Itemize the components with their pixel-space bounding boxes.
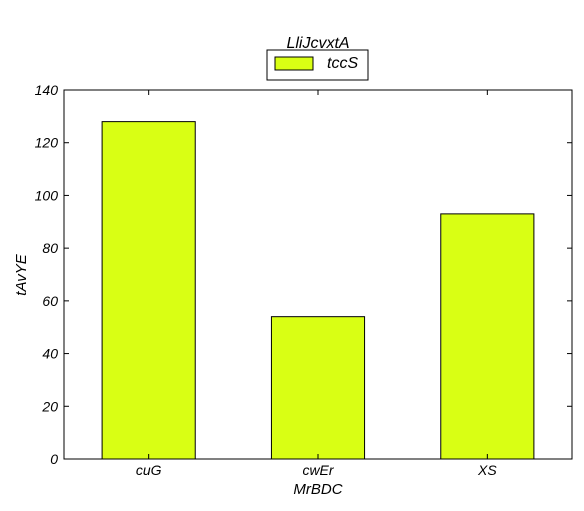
legend-swatch bbox=[274, 56, 314, 71]
chart-title: LliJcvxtA bbox=[286, 35, 349, 52]
y-tick-label: 40 bbox=[42, 346, 58, 362]
y-tick-label: 0 bbox=[50, 451, 58, 467]
bar-cuG bbox=[101, 121, 196, 460]
y-tick-label: 140 bbox=[35, 82, 59, 98]
x-tick-label: cuG bbox=[136, 462, 162, 478]
y-tick-label: 60 bbox=[42, 293, 58, 309]
bars-group bbox=[101, 121, 535, 460]
legend-label: tccS bbox=[327, 55, 358, 72]
bar-cwEr bbox=[270, 316, 366, 460]
axes-group: 0 20 40 60 80 100 120 140 cuG cwEr XS bbox=[35, 82, 573, 478]
x-tick-label: XS bbox=[477, 462, 497, 478]
y-axis-label: tAvYE bbox=[13, 253, 30, 295]
x-tick-label: cwEr bbox=[302, 462, 334, 478]
y-tick-label: 20 bbox=[41, 398, 58, 414]
y-tick-label: 80 bbox=[42, 240, 58, 256]
x-axis-label: MrBDC bbox=[293, 481, 342, 498]
y-tick-label: 100 bbox=[35, 187, 59, 203]
bar-XS bbox=[440, 213, 535, 460]
y-tick-label: 120 bbox=[35, 135, 59, 151]
legend: tccS bbox=[266, 49, 369, 81]
